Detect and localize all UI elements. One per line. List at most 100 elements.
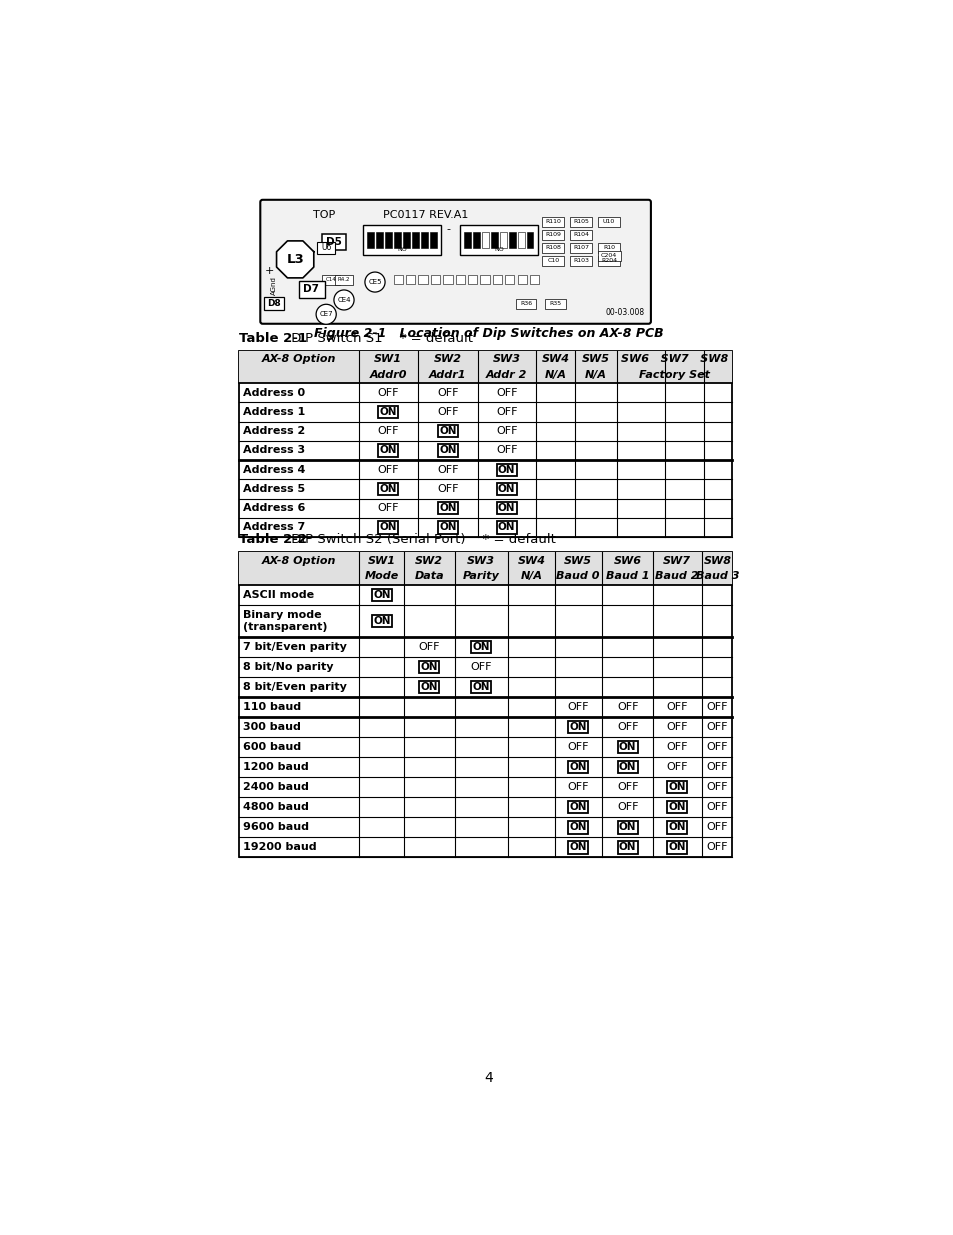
Text: OFF: OFF bbox=[706, 762, 727, 772]
Bar bbox=[459, 225, 537, 254]
Polygon shape bbox=[276, 241, 314, 278]
Text: ON: ON bbox=[668, 803, 685, 813]
Bar bbox=[570, 243, 592, 253]
Text: Binary mode
(transparent): Binary mode (transparent) bbox=[243, 610, 328, 632]
Text: SW5: SW5 bbox=[581, 354, 609, 364]
Text: ON: ON bbox=[668, 782, 685, 793]
Text: ON: ON bbox=[569, 762, 586, 772]
Text: Factory Set: Factory Set bbox=[638, 369, 709, 379]
Text: ON: ON bbox=[569, 823, 586, 832]
Text: Table 2-1: Table 2-1 bbox=[239, 331, 307, 345]
Bar bbox=[406, 275, 415, 284]
Text: ON: ON bbox=[379, 522, 396, 532]
Bar bbox=[418, 661, 439, 673]
Bar bbox=[471, 680, 491, 693]
Text: Address 5: Address 5 bbox=[243, 484, 305, 494]
Bar bbox=[666, 782, 686, 793]
Bar bbox=[363, 225, 440, 254]
Text: SW3: SW3 bbox=[493, 354, 520, 364]
Text: ON: ON bbox=[438, 503, 456, 514]
Text: ON: ON bbox=[438, 522, 456, 532]
Text: OFF: OFF bbox=[496, 406, 517, 417]
Bar bbox=[437, 521, 457, 534]
Bar bbox=[617, 841, 637, 853]
Text: ON: ON bbox=[472, 682, 490, 692]
Text: ON: ON bbox=[373, 590, 391, 600]
Bar bbox=[617, 761, 637, 773]
Text: DIP Switch S2 (Serial Port)    * = default: DIP Switch S2 (Serial Port) * = default bbox=[287, 534, 556, 546]
Bar bbox=[567, 821, 587, 834]
Text: Baud 1: Baud 1 bbox=[605, 572, 649, 582]
Bar bbox=[493, 275, 501, 284]
Text: 600 baud: 600 baud bbox=[243, 742, 301, 752]
Text: OFF: OFF bbox=[706, 803, 727, 813]
Bar bbox=[321, 235, 346, 249]
Bar bbox=[471, 641, 491, 653]
Bar bbox=[542, 256, 563, 266]
Bar bbox=[542, 243, 563, 253]
Text: 19200 baud: 19200 baud bbox=[243, 842, 316, 852]
Text: OFF: OFF bbox=[496, 446, 517, 456]
Text: L3: L3 bbox=[286, 253, 304, 266]
Bar bbox=[497, 463, 517, 475]
Bar bbox=[420, 231, 427, 248]
Bar bbox=[468, 275, 476, 284]
Text: S2: S2 bbox=[483, 224, 498, 237]
Text: ON: ON bbox=[618, 823, 636, 832]
Text: SW7: SW7 bbox=[662, 556, 691, 566]
Text: OFF: OFF bbox=[706, 842, 727, 852]
Text: OFF: OFF bbox=[377, 464, 398, 474]
Text: NO: NO bbox=[396, 247, 407, 252]
Text: OFF: OFF bbox=[617, 722, 638, 732]
Text: 8 bit/Even parity: 8 bit/Even parity bbox=[243, 682, 347, 692]
Circle shape bbox=[315, 304, 335, 325]
Bar bbox=[473, 231, 479, 248]
Text: OFF: OFF bbox=[666, 703, 687, 713]
Bar bbox=[497, 521, 517, 534]
Text: N/A: N/A bbox=[544, 369, 566, 379]
Bar bbox=[567, 841, 587, 853]
Text: U6: U6 bbox=[320, 243, 331, 252]
Bar bbox=[372, 589, 392, 601]
Text: Addr0: Addr0 bbox=[369, 369, 407, 379]
Text: N/A: N/A bbox=[520, 572, 542, 582]
Text: OFF: OFF bbox=[496, 388, 517, 398]
Bar bbox=[437, 501, 457, 514]
Bar bbox=[567, 802, 587, 814]
Text: ON: ON bbox=[497, 484, 515, 494]
Bar bbox=[437, 445, 457, 457]
Bar bbox=[385, 231, 392, 248]
Bar bbox=[666, 821, 686, 834]
Text: Address 6: Address 6 bbox=[243, 503, 305, 514]
Text: C10: C10 bbox=[547, 258, 558, 263]
Bar bbox=[517, 231, 524, 248]
Text: Address 3: Address 3 bbox=[243, 446, 305, 456]
Bar bbox=[377, 406, 397, 419]
Text: D8: D8 bbox=[267, 299, 281, 308]
Text: R110: R110 bbox=[545, 219, 560, 224]
Text: OFF: OFF bbox=[567, 782, 588, 793]
Text: N/A: N/A bbox=[584, 369, 606, 379]
Text: ON: ON bbox=[438, 426, 456, 436]
Bar bbox=[530, 275, 538, 284]
Bar bbox=[418, 275, 427, 284]
Text: SW8: SW8 bbox=[702, 556, 731, 566]
Text: OFF: OFF bbox=[470, 662, 492, 672]
Text: DIP Switch S1    * = default: DIP Switch S1 * = default bbox=[287, 331, 473, 345]
Text: ON: ON bbox=[618, 842, 636, 852]
Text: Address 7: Address 7 bbox=[243, 522, 305, 532]
Text: ON: ON bbox=[379, 446, 396, 456]
Text: SW6: SW6 bbox=[613, 556, 641, 566]
Text: OFF: OFF bbox=[436, 484, 458, 494]
Text: R103: R103 bbox=[573, 258, 589, 263]
Bar bbox=[321, 275, 340, 285]
Bar bbox=[497, 483, 517, 495]
Text: SW4: SW4 bbox=[541, 354, 569, 364]
Bar bbox=[598, 216, 619, 227]
Text: ON: ON bbox=[569, 803, 586, 813]
Text: OFF: OFF bbox=[706, 782, 727, 793]
Bar bbox=[377, 521, 397, 534]
Text: 1200 baud: 1200 baud bbox=[243, 762, 309, 772]
Text: OFF: OFF bbox=[436, 406, 458, 417]
Bar bbox=[617, 741, 637, 753]
